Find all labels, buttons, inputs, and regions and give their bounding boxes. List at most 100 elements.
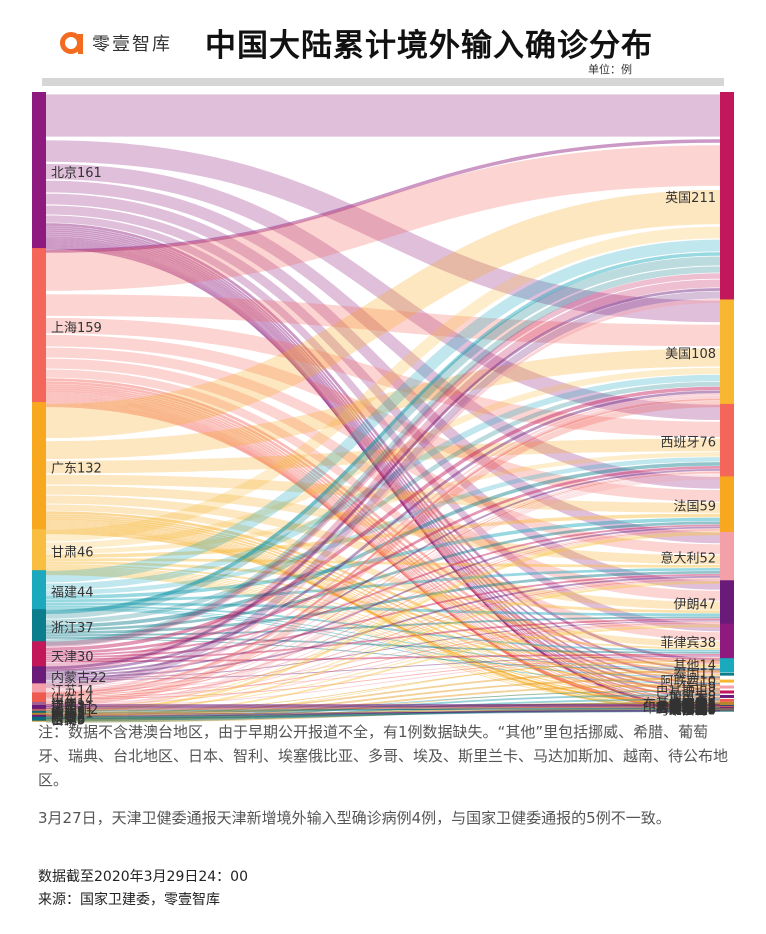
flow-link [45,658,721,707]
target-label-5: 伊朗47 [673,597,716,612]
flow-link [45,469,721,675]
flow-link [45,521,721,698]
flow-link [45,406,721,707]
flow-link [45,702,721,713]
target-label-4: 意大利52 [660,550,716,566]
flow-link [45,400,721,711]
flow-link [45,189,721,439]
flow-link [45,698,721,722]
flow-link [45,694,721,720]
target-node-33 [720,702,734,705]
flow-link [45,708,721,711]
flow-link [45,655,721,681]
source-label-14: 吉林5 [51,714,85,729]
flow-link [45,347,721,555]
flow-link [45,638,721,671]
flow-link [45,466,721,655]
flow-link [45,243,721,709]
flow-link [45,704,721,721]
flow-link [45,474,721,513]
flow-link [45,602,721,617]
flow-link [45,526,721,677]
flow-link [45,567,721,603]
flow-link [45,528,721,711]
flow-link [45,234,721,695]
target-label-10: 瑞士9 [682,681,716,696]
flow-link [45,530,721,704]
flow-link [45,374,721,590]
flow-link [45,471,721,696]
flow-link [45,228,721,678]
flow-link [45,223,721,662]
flow-link [45,567,721,677]
source-node-17 [32,713,46,717]
flow-link [45,398,721,695]
source-node-3 [32,529,46,576]
source-nodes: 北京161 上海159 广东132 甘肃46 福建44 浙江37 天津30 内蒙古22江苏14… [32,92,107,729]
flow-link [45,529,721,697]
source-node-22 [32,703,46,707]
flow-link [45,607,721,670]
flow-link [45,677,721,719]
flow-link [45,247,721,709]
flow-link [45,401,721,710]
target-label-27: 刚果(金)2 [659,699,716,715]
flow-link [45,704,721,709]
flow-link [45,226,721,671]
source-node-2 [32,402,46,535]
flow-link [45,520,721,693]
flow-link [45,230,721,685]
flow-link [45,558,721,568]
source-label-20: 黑龙江2 [51,703,98,718]
target-label-33: 卢森堡2 [669,696,716,712]
flow-link [45,145,721,291]
flow-link [45,703,721,707]
flow-link [45,707,721,713]
flow-link [45,457,721,595]
flow-link [45,248,721,708]
source-label-10: 辽宁11 [51,699,94,715]
flow-link [45,709,721,717]
flow-link [45,395,721,698]
flow-link [45,390,721,697]
flow-link [45,566,721,669]
flow-link [45,578,721,698]
source-label-17: 河南3 [51,708,85,724]
flow-link [45,294,721,347]
target-node-4 [720,531,734,584]
target-label-16: 尼日利亚5 [656,701,716,716]
target-label-19: 俄罗斯4 [669,703,716,718]
flow-link [45,405,721,708]
flow-link [45,394,721,705]
flow-link [45,577,721,690]
flow-link [45,609,721,685]
flow-link [45,710,721,718]
source-label-8: 江苏14 [51,683,94,699]
flow-link [45,378,721,665]
target-label-23: 爱尔兰3 [669,702,716,717]
flow-link [45,670,721,717]
flow-link [45,561,721,614]
source-node-23 [32,702,46,705]
flow-link [45,581,721,716]
flow-link [45,701,721,723]
flow-link [45,299,721,685]
target-label-2: 西班牙76 [660,435,716,450]
flow-link [45,403,721,709]
flow-link [45,702,721,714]
source-node-0 [32,92,46,253]
target-label-31: 墨西哥2 [669,698,716,713]
flow-link [45,570,721,694]
flow-link [45,531,721,706]
unit-label: 单位：例 [588,63,632,76]
flow-link [45,523,721,704]
source-label-5: 浙江37 [51,621,94,636]
flow-link [45,684,721,721]
target-node-9 [720,679,734,683]
flow-link [45,568,721,684]
source-label-21: 广西2 [51,701,85,716]
flow-link [45,504,721,648]
flow-link [45,392,721,700]
flow-link [45,395,721,708]
flow-link [45,705,721,711]
